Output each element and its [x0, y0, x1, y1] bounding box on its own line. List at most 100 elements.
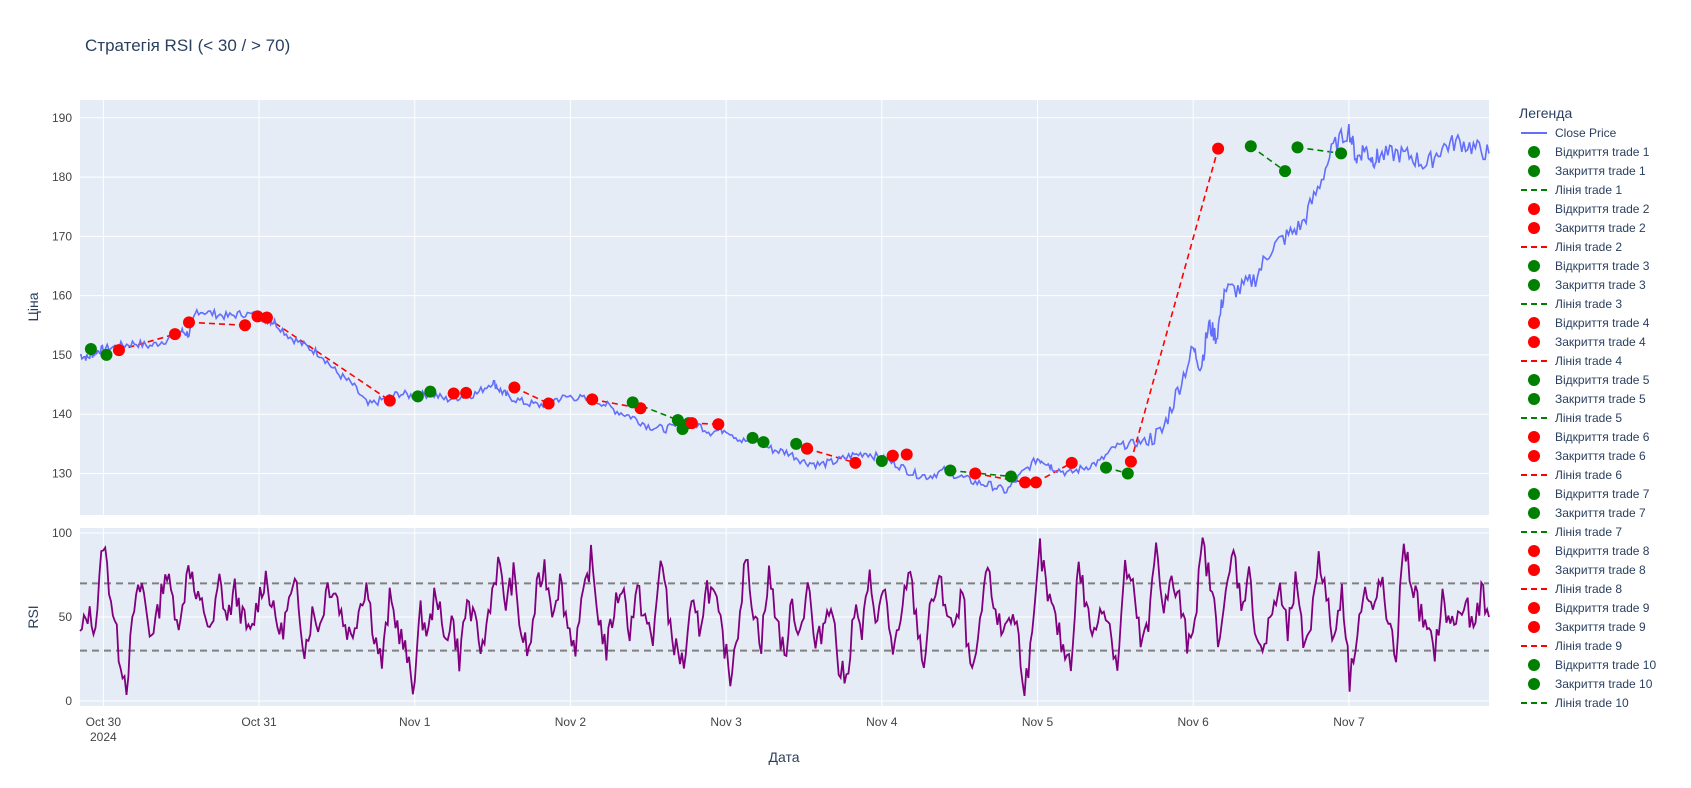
rsi-threshold-lines	[80, 582, 1489, 652]
legend-item[interactable]: Закриття trade 2	[1528, 221, 1646, 235]
trade-markers	[84, 140, 1348, 489]
legend-marker-icon	[1528, 678, 1540, 690]
legend-marker-icon	[1528, 507, 1540, 519]
price-gridlines	[80, 100, 1489, 515]
legend-label: Лінія trade 5	[1555, 411, 1622, 425]
legend-item[interactable]: Закриття trade 6	[1528, 449, 1646, 463]
price-plot-area[interactable]	[80, 100, 1489, 515]
trade-open-marker	[626, 396, 639, 409]
trade-open-marker	[447, 387, 460, 400]
trade-open-marker	[260, 311, 273, 324]
legend-label: Відкриття trade 4	[1555, 316, 1650, 330]
legend-item[interactable]: Закриття trade 8	[1528, 563, 1646, 577]
legend-label: Відкриття trade 8	[1555, 544, 1650, 558]
x-tick-label: Nov 3	[710, 715, 742, 729]
trade-line	[266, 316, 391, 402]
trade-close-marker	[1335, 147, 1348, 160]
trade-open-marker	[586, 393, 599, 406]
legend-marker-icon	[1528, 374, 1540, 386]
legend-item[interactable]: Лінія trade 8	[1521, 582, 1622, 596]
legend-item[interactable]: Закриття trade 3	[1528, 278, 1646, 292]
legend[interactable]: Close Price Відкриття trade 1 Закриття tra…	[1521, 126, 1656, 710]
x-tick-label: Nov 5	[1022, 715, 1054, 729]
trade-close-marker	[383, 394, 396, 407]
legend-item[interactable]: Відкриття trade 2	[1528, 202, 1650, 216]
legend-item[interactable]: Лінія trade 3	[1521, 297, 1622, 311]
legend-item[interactable]: Лінія trade 7	[1521, 525, 1622, 539]
legend-marker-icon	[1528, 450, 1540, 462]
legend-item[interactable]: Закриття trade 5	[1528, 392, 1646, 406]
legend-item[interactable]: Відкриття trade 6	[1528, 430, 1650, 444]
legend-label: Відкриття trade 3	[1555, 259, 1650, 273]
trade-line	[514, 386, 549, 405]
legend-item[interactable]: Лінія trade 5	[1521, 411, 1622, 425]
legend-item[interactable]: Закриття trade 1	[1528, 164, 1646, 178]
legend-item[interactable]: Закриття trade 9	[1528, 620, 1646, 634]
legend-item[interactable]: Лінія trade 4	[1521, 354, 1622, 368]
trade-line	[1297, 146, 1342, 155]
legend-label: Відкриття trade 2	[1555, 202, 1650, 216]
trade-open-marker	[685, 417, 698, 430]
legend-marker-icon	[1528, 146, 1540, 158]
trade-open-marker	[1100, 461, 1113, 474]
trade-open-marker	[1244, 140, 1257, 153]
legend-item[interactable]: Лінія trade 6	[1521, 468, 1622, 482]
legend-label: Лінія trade 9	[1555, 639, 1622, 653]
legend-item[interactable]: Відкриття trade 1	[1528, 145, 1650, 159]
legend-label: Закриття trade 3	[1555, 278, 1646, 292]
trade-close-marker	[1212, 142, 1225, 155]
trade-line	[806, 447, 856, 464]
legend-label: Закриття trade 9	[1555, 620, 1646, 634]
legend-item[interactable]: Лінія trade 9	[1521, 639, 1622, 653]
rsi-y-tick-label: 100	[52, 526, 72, 540]
legend-marker-icon	[1528, 260, 1540, 272]
trade-line	[1250, 145, 1286, 172]
price-y-ticks: 130 140 150 160 170 180 190	[52, 111, 72, 481]
legend-item[interactable]: Відкриття trade 5	[1528, 373, 1650, 387]
x-tick-label: Nov 2	[555, 715, 587, 729]
legend-item[interactable]: Відкриття trade 8	[1528, 544, 1650, 558]
legend-label: Відкриття trade 7	[1555, 487, 1650, 501]
legend-label: Лінія trade 6	[1555, 468, 1622, 482]
trade-close-marker	[239, 319, 252, 332]
trade-close-marker	[542, 397, 555, 410]
legend-item[interactable]: Відкриття trade 10	[1528, 658, 1656, 672]
trade-open-marker	[886, 449, 899, 462]
trade-close-marker	[1005, 470, 1018, 483]
legend-item[interactable]: Відкриття trade 3	[1528, 259, 1650, 273]
rsi-y-tick-label: 0	[65, 694, 72, 708]
legend-label: Close Price	[1555, 126, 1617, 140]
trade-line	[1130, 148, 1219, 462]
price-y-tick-label: 130	[52, 467, 72, 481]
legend-item[interactable]: Лінія trade 10	[1521, 696, 1629, 710]
trade-open-marker	[746, 431, 759, 444]
trade-close-marker	[1121, 467, 1134, 480]
legend-label: Закриття trade 10	[1555, 677, 1653, 691]
rsi-y-axis-label: RSI	[25, 605, 41, 628]
legend-label: Лінія trade 2	[1555, 240, 1622, 254]
legend-item[interactable]: Відкриття trade 9	[1528, 601, 1650, 615]
legend-item[interactable]: Лінія trade 1	[1521, 183, 1622, 197]
legend-item[interactable]: Закриття trade 7	[1528, 506, 1646, 520]
rsi-y-tick-label: 50	[59, 610, 73, 624]
price-y-tick-label: 140	[52, 407, 72, 421]
legend-marker-icon	[1528, 431, 1540, 443]
legend-item[interactable]: Закриття trade 10	[1528, 677, 1653, 691]
legend-item[interactable]: Відкриття trade 4	[1528, 316, 1650, 330]
legend-label: Закриття trade 7	[1555, 506, 1646, 520]
trade-close-marker	[712, 418, 725, 431]
legend-item[interactable]: Close Price	[1521, 126, 1617, 140]
legend-item[interactable]: Закриття trade 4	[1528, 335, 1646, 349]
legend-label: Лінія trade 3	[1555, 297, 1622, 311]
trade-close-marker	[168, 328, 181, 341]
legend-label: Лінія trade 8	[1555, 582, 1622, 596]
legend-label: Закриття trade 6	[1555, 449, 1646, 463]
legend-marker-icon	[1528, 336, 1540, 348]
legend-item[interactable]: Відкриття trade 7	[1528, 487, 1650, 501]
legend-item[interactable]: Лінія trade 2	[1521, 240, 1622, 254]
trade-close-marker	[671, 414, 684, 427]
trade-close-marker	[1019, 476, 1032, 489]
trade-open-marker	[801, 442, 814, 455]
